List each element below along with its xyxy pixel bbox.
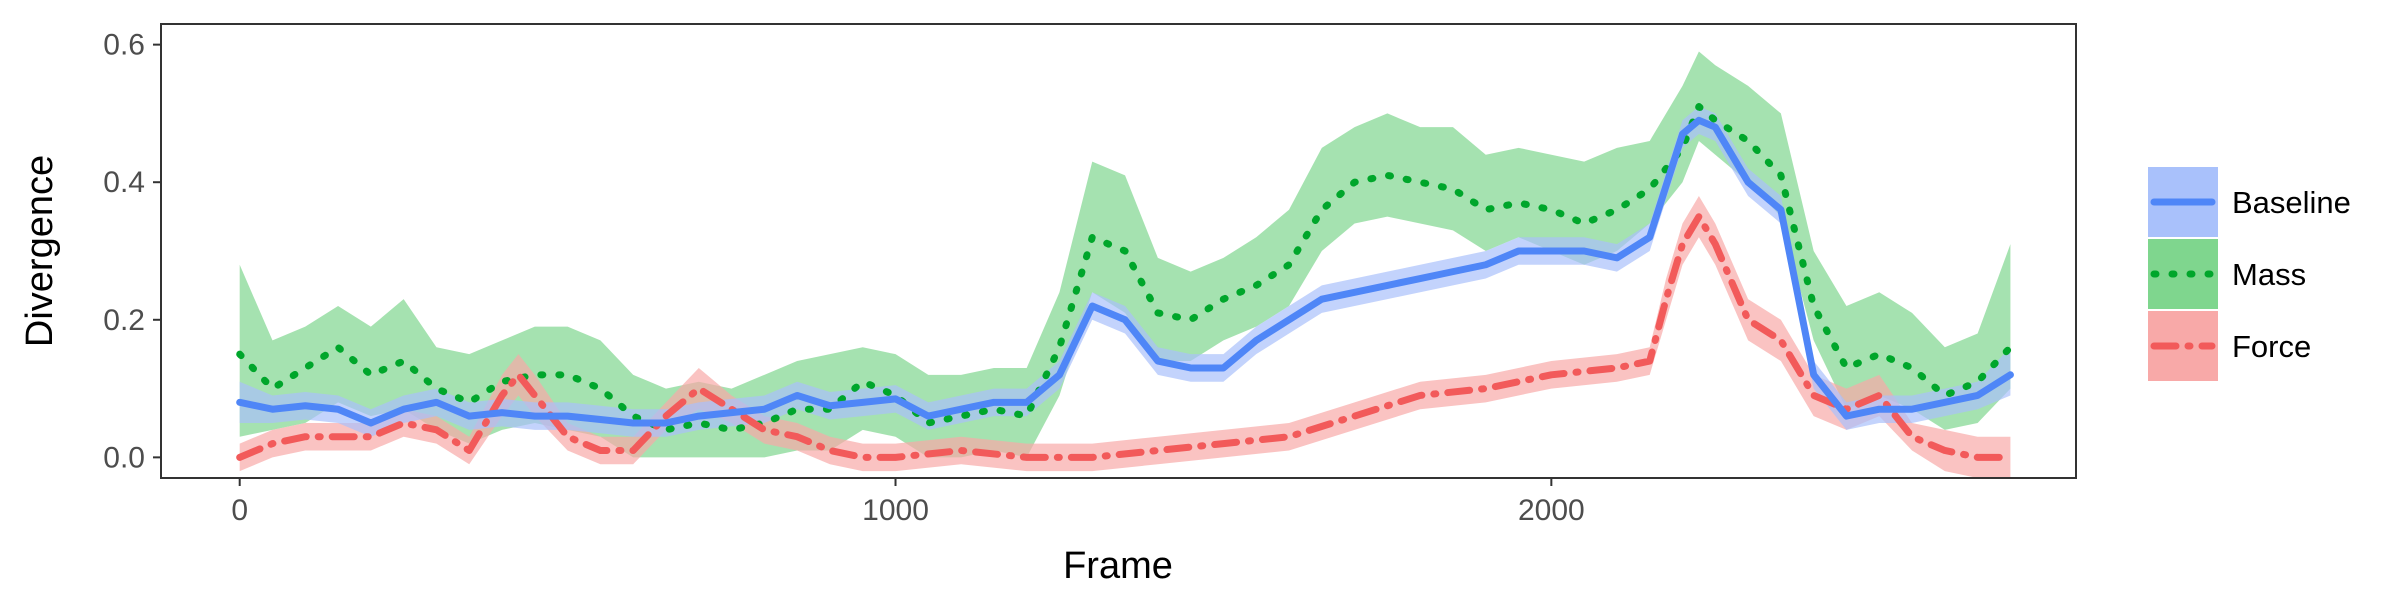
y-tick-label: 0.4 (103, 166, 145, 199)
legend-label-force: Force (2232, 329, 2311, 364)
baseline-series-line (236, 116, 2014, 427)
y-tick-label: 0.2 (103, 304, 145, 337)
y-tick-label: 0.0 (103, 441, 145, 474)
plot-panel (160, 23, 2077, 479)
y-tick-label: 0.6 (103, 29, 145, 62)
legend-label-mass: Mass (2232, 257, 2306, 292)
x-tick-label: 1000 (862, 494, 929, 527)
legend: Baseline Mass Force (2148, 167, 2351, 381)
series-lines (236, 103, 2014, 461)
x-axis: 0 1000 2000 (231, 478, 1585, 527)
x-tick-label: 0 (231, 494, 248, 527)
mass-series-line (236, 103, 2014, 434)
legend-label-baseline: Baseline (2232, 185, 2351, 220)
y-axis: 0.0 0.2 0.4 0.6 (103, 29, 161, 474)
x-axis-title: Frame (1063, 545, 1173, 587)
x-tick-label: 2000 (1518, 494, 1585, 527)
y-axis-title: Divergence (19, 155, 61, 347)
